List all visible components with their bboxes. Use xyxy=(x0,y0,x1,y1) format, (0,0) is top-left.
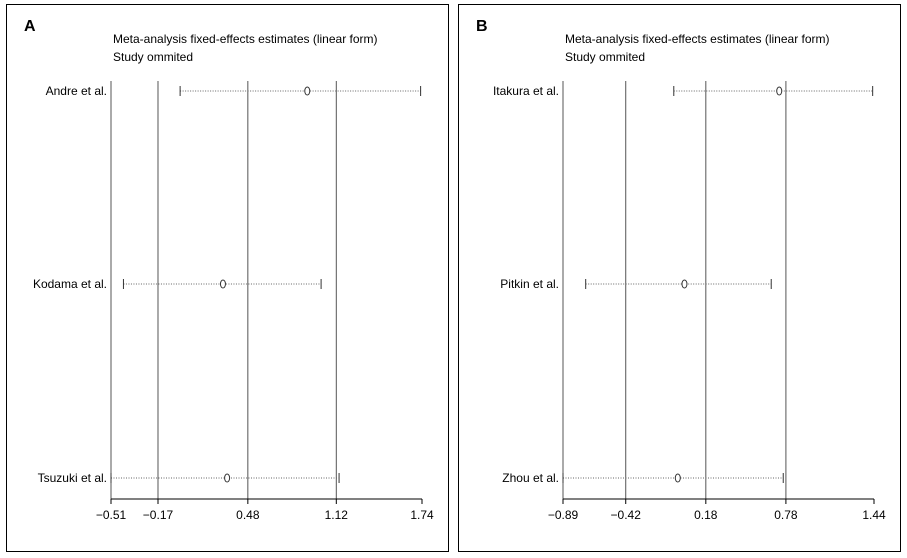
forest-plot-a: A Meta-analysis fixed-effects estimates (… xyxy=(24,18,434,522)
x-tick-label: 1.74 xyxy=(410,508,434,522)
x-tick-label: −0.89 xyxy=(548,508,579,522)
chart-title: Meta-analysis fixed-effects estimates (l… xyxy=(565,32,830,46)
chart-title: Meta-analysis fixed-effects estimates (l… xyxy=(113,32,378,46)
x-tick-label: −0.17 xyxy=(143,508,174,522)
x-tick-label: 1.12 xyxy=(325,508,349,522)
point-estimate xyxy=(674,473,681,483)
study-label: Zhou et al. xyxy=(502,471,559,485)
x-tick-label: −0.51 xyxy=(96,508,127,522)
point-estimate xyxy=(681,279,688,289)
panel-label: B xyxy=(476,18,488,35)
point-estimate xyxy=(776,86,783,96)
chart-subtitle: Study ommited xyxy=(113,50,193,64)
study-label: Andre et al. xyxy=(46,84,107,98)
study-label: Kodama et al. xyxy=(33,277,107,291)
point-estimate xyxy=(219,279,226,289)
point-estimate xyxy=(224,473,231,483)
point-estimate xyxy=(304,86,311,96)
x-tick-label: 0.78 xyxy=(774,508,798,522)
x-tick-label: −0.42 xyxy=(611,508,642,522)
panel-label: A xyxy=(24,18,36,35)
study-label: Itakura et al. xyxy=(493,84,559,98)
study-label: Tsuzuki et al. xyxy=(38,471,107,485)
forest-panel-a: A Meta-analysis fixed-effects estimates (… xyxy=(6,4,449,552)
x-tick-label: 0.18 xyxy=(694,508,718,522)
chart-subtitle: Study ommited xyxy=(565,50,645,64)
forest-plot-b: B Meta-analysis fixed-effects estimates (… xyxy=(476,18,886,522)
x-tick-label: 1.44 xyxy=(862,508,886,522)
forest-panel-b: B Meta-analysis fixed-effects estimates (… xyxy=(458,4,901,552)
study-label: Pitkin et al. xyxy=(500,277,559,291)
x-tick-label: 0.48 xyxy=(236,508,260,522)
